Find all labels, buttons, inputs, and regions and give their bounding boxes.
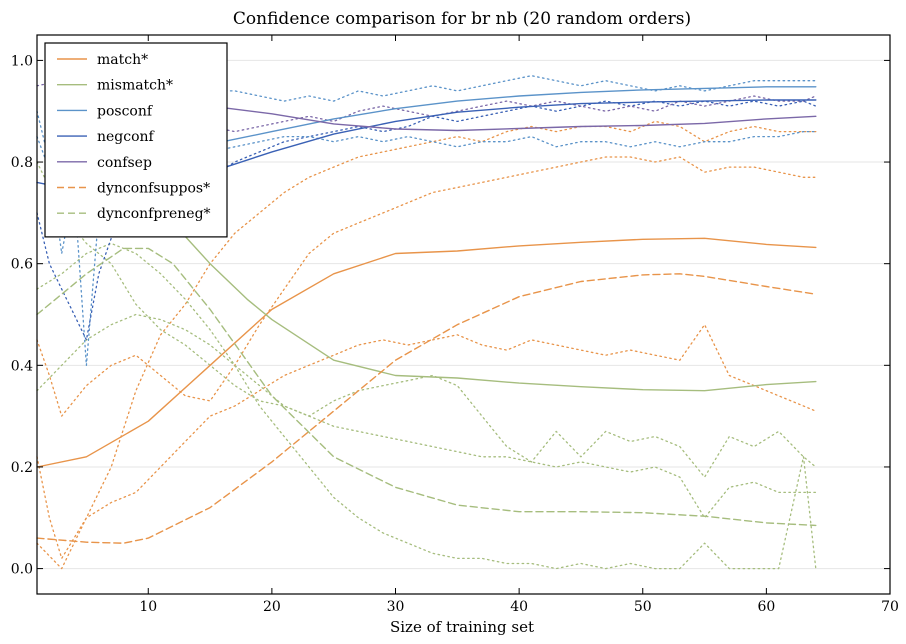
legend-label-negconf: negconf [97, 129, 156, 145]
series-line-dynconfsuppos [36, 273, 817, 544]
y-tick-label-3: 0.6 [11, 257, 33, 273]
chart-title: Confidence comparison for br nb (20 rand… [233, 9, 691, 29]
series-line-run-10 [36, 161, 817, 519]
series-line-run-12 [36, 313, 817, 478]
x-tick-label-1: 20 [263, 599, 281, 615]
legend-label-dynconfsuppos: dynconfsuppos* [97, 181, 210, 197]
series-line-match [36, 237, 817, 468]
axis-ticks: 10 20 30 40 50 60 70 0.0 0.2 0.4 0.6 0.8 1.0 [11, 35, 899, 615]
legend-label-mismatch: mismatch* [97, 78, 173, 94]
y-tick-label-4: 0.8 [11, 155, 33, 171]
x-tick-label-3: 40 [510, 599, 528, 615]
series-line-run-8 [36, 120, 817, 560]
x-tick-label-4: 50 [634, 599, 652, 615]
y-tick-label-5: 1.0 [11, 53, 33, 69]
series-line-posconf [147, 86, 817, 163]
x-axis-label: Size of training set [390, 618, 534, 636]
x-tick-label-5: 60 [757, 599, 775, 615]
y-tick-label-1: 0.2 [11, 460, 33, 476]
series-line-run-7 [36, 156, 817, 417]
series-lines [36, 75, 817, 570]
x-tick-label-2: 30 [387, 599, 405, 615]
legend-label-match: match* [97, 52, 148, 68]
legend: match* mismatch* posconf negconf confsep dync… [44, 42, 228, 238]
series-line-run-9 [36, 324, 817, 570]
y-tick-label-2: 0.4 [11, 358, 33, 374]
series-line-mismatch [147, 201, 817, 392]
x-tick-label-0: 10 [139, 599, 157, 615]
y-tick-label-0: 0.0 [11, 562, 33, 578]
legend-box [44, 42, 228, 238]
series-line-run-11 [36, 242, 817, 570]
legend-label-dynconfpreneg: dynconfpreneg* [97, 206, 211, 222]
legend-label-posconf: posconf [97, 103, 154, 119]
x-tick-label-6: 70 [881, 599, 899, 615]
plot-area-frame [36, 34, 891, 595]
series-line-confsep [209, 105, 817, 132]
legend-label-confsep: confsep [97, 155, 152, 171]
series-line-dynconfpreneg [36, 247, 817, 527]
